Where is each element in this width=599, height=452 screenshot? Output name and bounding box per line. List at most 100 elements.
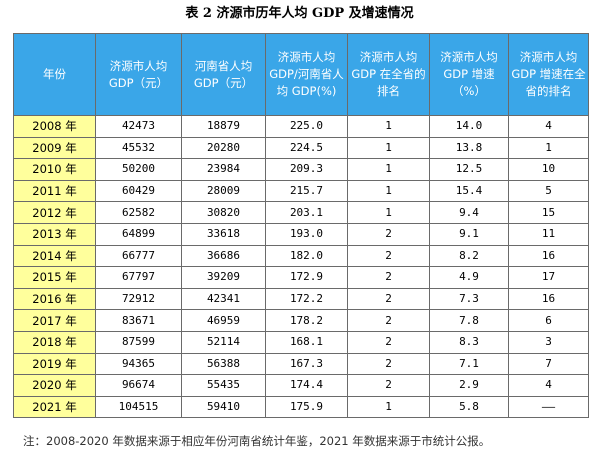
ratio-cell: 172.2: [265, 287, 348, 311]
ratio-cell: 182.0: [265, 244, 348, 268]
growth-rank-cell: 1: [508, 136, 589, 160]
henan-gdp-cell: 52114: [181, 330, 266, 354]
rank-cell: 2: [347, 309, 430, 332]
growth-rank-cell: 5: [508, 179, 589, 203]
header-rank: 济源市人均 GDP 在全省的排名: [347, 33, 430, 116]
rank-cell: 2: [347, 374, 430, 397]
jiyuan-gdp-cell: 72912: [95, 287, 182, 311]
henan-gdp-cell: 33618: [181, 222, 266, 246]
ratio-cell: 193.0: [265, 222, 348, 246]
growth-rank-cell: 6: [508, 309, 589, 332]
henan-gdp-cell: 36686: [181, 244, 266, 268]
header-jiyuan-gdp: 济源市人均 GDP（元）: [95, 33, 182, 116]
footnote: 注：2008-2020 年数据来源于相应年份河南省统计年鉴，2021 年数据来源…: [23, 434, 491, 448]
ratio-cell: 209.3: [265, 158, 348, 181]
growth-rank-cell: 16: [508, 244, 589, 268]
growth-rank-cell: 7: [508, 352, 589, 376]
rank-cell: 1: [347, 115, 430, 138]
growth-rank-cell: 10: [508, 158, 589, 181]
table-row: 2012 年 62582 30820 203.1 1 9.4 15: [13, 201, 589, 224]
year-cell: 2015 年: [13, 266, 96, 289]
growth-rank-cell: 11: [508, 222, 589, 246]
year-cell: 2017 年: [13, 309, 96, 332]
growth-cell: 9.4: [429, 201, 509, 224]
growth-rank-cell: 4: [508, 374, 589, 397]
henan-gdp-cell: 42341: [181, 287, 266, 311]
growth-cell: 14.0: [429, 115, 509, 138]
ratio-cell: 203.1: [265, 201, 348, 224]
growth-rank-cell: 15: [508, 201, 589, 224]
table-row: 2013 年 64899 33618 193.0 2 9.1 11: [13, 222, 589, 246]
table-row: 2018 年 87599 52114 168.1 2 8.3 3: [13, 330, 589, 354]
jiyuan-gdp-cell: 66777: [95, 244, 182, 268]
table-row: 2019 年 94365 56388 167.3 2 7.1 7: [13, 352, 589, 376]
growth-rank-cell: 4: [508, 115, 589, 138]
henan-gdp-cell: 55435: [181, 374, 266, 397]
rank-cell: 1: [347, 179, 430, 203]
year-cell: 2011 年: [13, 179, 96, 203]
year-cell: 2012 年: [13, 201, 96, 224]
rank-cell: 2: [347, 222, 430, 246]
jiyuan-gdp-cell: 45532: [95, 136, 182, 160]
henan-gdp-cell: 59410: [181, 395, 266, 419]
header-ratio: 济源市人均 GDP/河南省人均 GDP(%): [265, 33, 348, 116]
ratio-cell: 224.5: [265, 136, 348, 160]
rank-cell: 1: [347, 158, 430, 181]
henan-gdp-cell: 39209: [181, 266, 266, 289]
growth-cell: 8.2: [429, 244, 509, 268]
table-row: 2008 年 42473 18879 225.0 1 14.0 4: [13, 115, 589, 138]
year-cell: 2021 年: [13, 395, 96, 419]
jiyuan-gdp-cell: 50200: [95, 158, 182, 181]
rank-cell: 2: [347, 244, 430, 268]
header-row: 年份 济源市人均 GDP（元） 河南省人均 GDP（元） 济源市人均 GDP/河…: [13, 33, 589, 116]
ratio-cell: 178.2: [265, 309, 348, 332]
ratio-cell: 225.0: [265, 115, 348, 138]
jiyuan-gdp-cell: 62582: [95, 201, 182, 224]
table-row: 2014 年 66777 36686 182.0 2 8.2 16: [13, 244, 589, 268]
growth-cell: 8.3: [429, 330, 509, 354]
growth-cell: 5.8: [429, 395, 509, 419]
growth-cell: 2.9: [429, 374, 509, 397]
growth-cell: 12.5: [429, 158, 509, 181]
ratio-cell: 172.9: [265, 266, 348, 289]
table-row: 2017 年 83671 46959 178.2 2 7.8 6: [13, 309, 589, 332]
header-growth: 济源市人均 GDP 增速（%）: [429, 33, 509, 116]
growth-rank-cell: ——: [508, 395, 589, 419]
growth-cell: 15.4: [429, 179, 509, 203]
growth-rank-cell: 16: [508, 287, 589, 311]
year-cell: 2019 年: [13, 352, 96, 376]
henan-gdp-cell: 20280: [181, 136, 266, 160]
henan-gdp-cell: 30820: [181, 201, 266, 224]
header-henan-gdp: 河南省人均 GDP（元）: [181, 33, 266, 116]
henan-gdp-cell: 28009: [181, 179, 266, 203]
ratio-cell: 215.7: [265, 179, 348, 203]
table-body: 2008 年 42473 18879 225.0 1 14.0 4 2009 年 45532 20…: [13, 115, 589, 419]
henan-gdp-cell: 56388: [181, 352, 266, 376]
table-row: 2016 年 72912 42341 172.2 2 7.3 16: [13, 287, 589, 311]
jiyuan-gdp-cell: 83671: [95, 309, 182, 332]
ratio-cell: 168.1: [265, 330, 348, 354]
jiyuan-gdp-cell: 60429: [95, 179, 182, 203]
rank-cell: 1: [347, 395, 430, 419]
jiyuan-gdp-cell: 42473: [95, 115, 182, 138]
year-cell: 2009 年: [13, 136, 96, 160]
growth-cell: 7.1: [429, 352, 509, 376]
year-cell: 2008 年: [13, 115, 96, 138]
jiyuan-gdp-cell: 67797: [95, 266, 182, 289]
jiyuan-gdp-cell: 64899: [95, 222, 182, 246]
rank-cell: 1: [347, 201, 430, 224]
growth-cell: 7.8: [429, 309, 509, 332]
table-row: 2010 年 50200 23984 209.3 1 12.5 10: [13, 158, 589, 181]
henan-gdp-cell: 46959: [181, 309, 266, 332]
growth-cell: 4.9: [429, 266, 509, 289]
rank-cell: 1: [347, 136, 430, 160]
table-row: 2011 年 60429 28009 215.7 1 15.4 5: [13, 179, 589, 203]
year-cell: 2013 年: [13, 222, 96, 246]
year-cell: 2020 年: [13, 374, 96, 397]
jiyuan-gdp-cell: 87599: [95, 330, 182, 354]
rank-cell: 2: [347, 266, 430, 289]
year-cell: 2010 年: [13, 158, 96, 181]
table-row: 2020 年 96674 55435 174.4 2 2.9 4: [13, 374, 589, 397]
year-cell: 2018 年: [13, 330, 96, 354]
jiyuan-gdp-cell: 96674: [95, 374, 182, 397]
